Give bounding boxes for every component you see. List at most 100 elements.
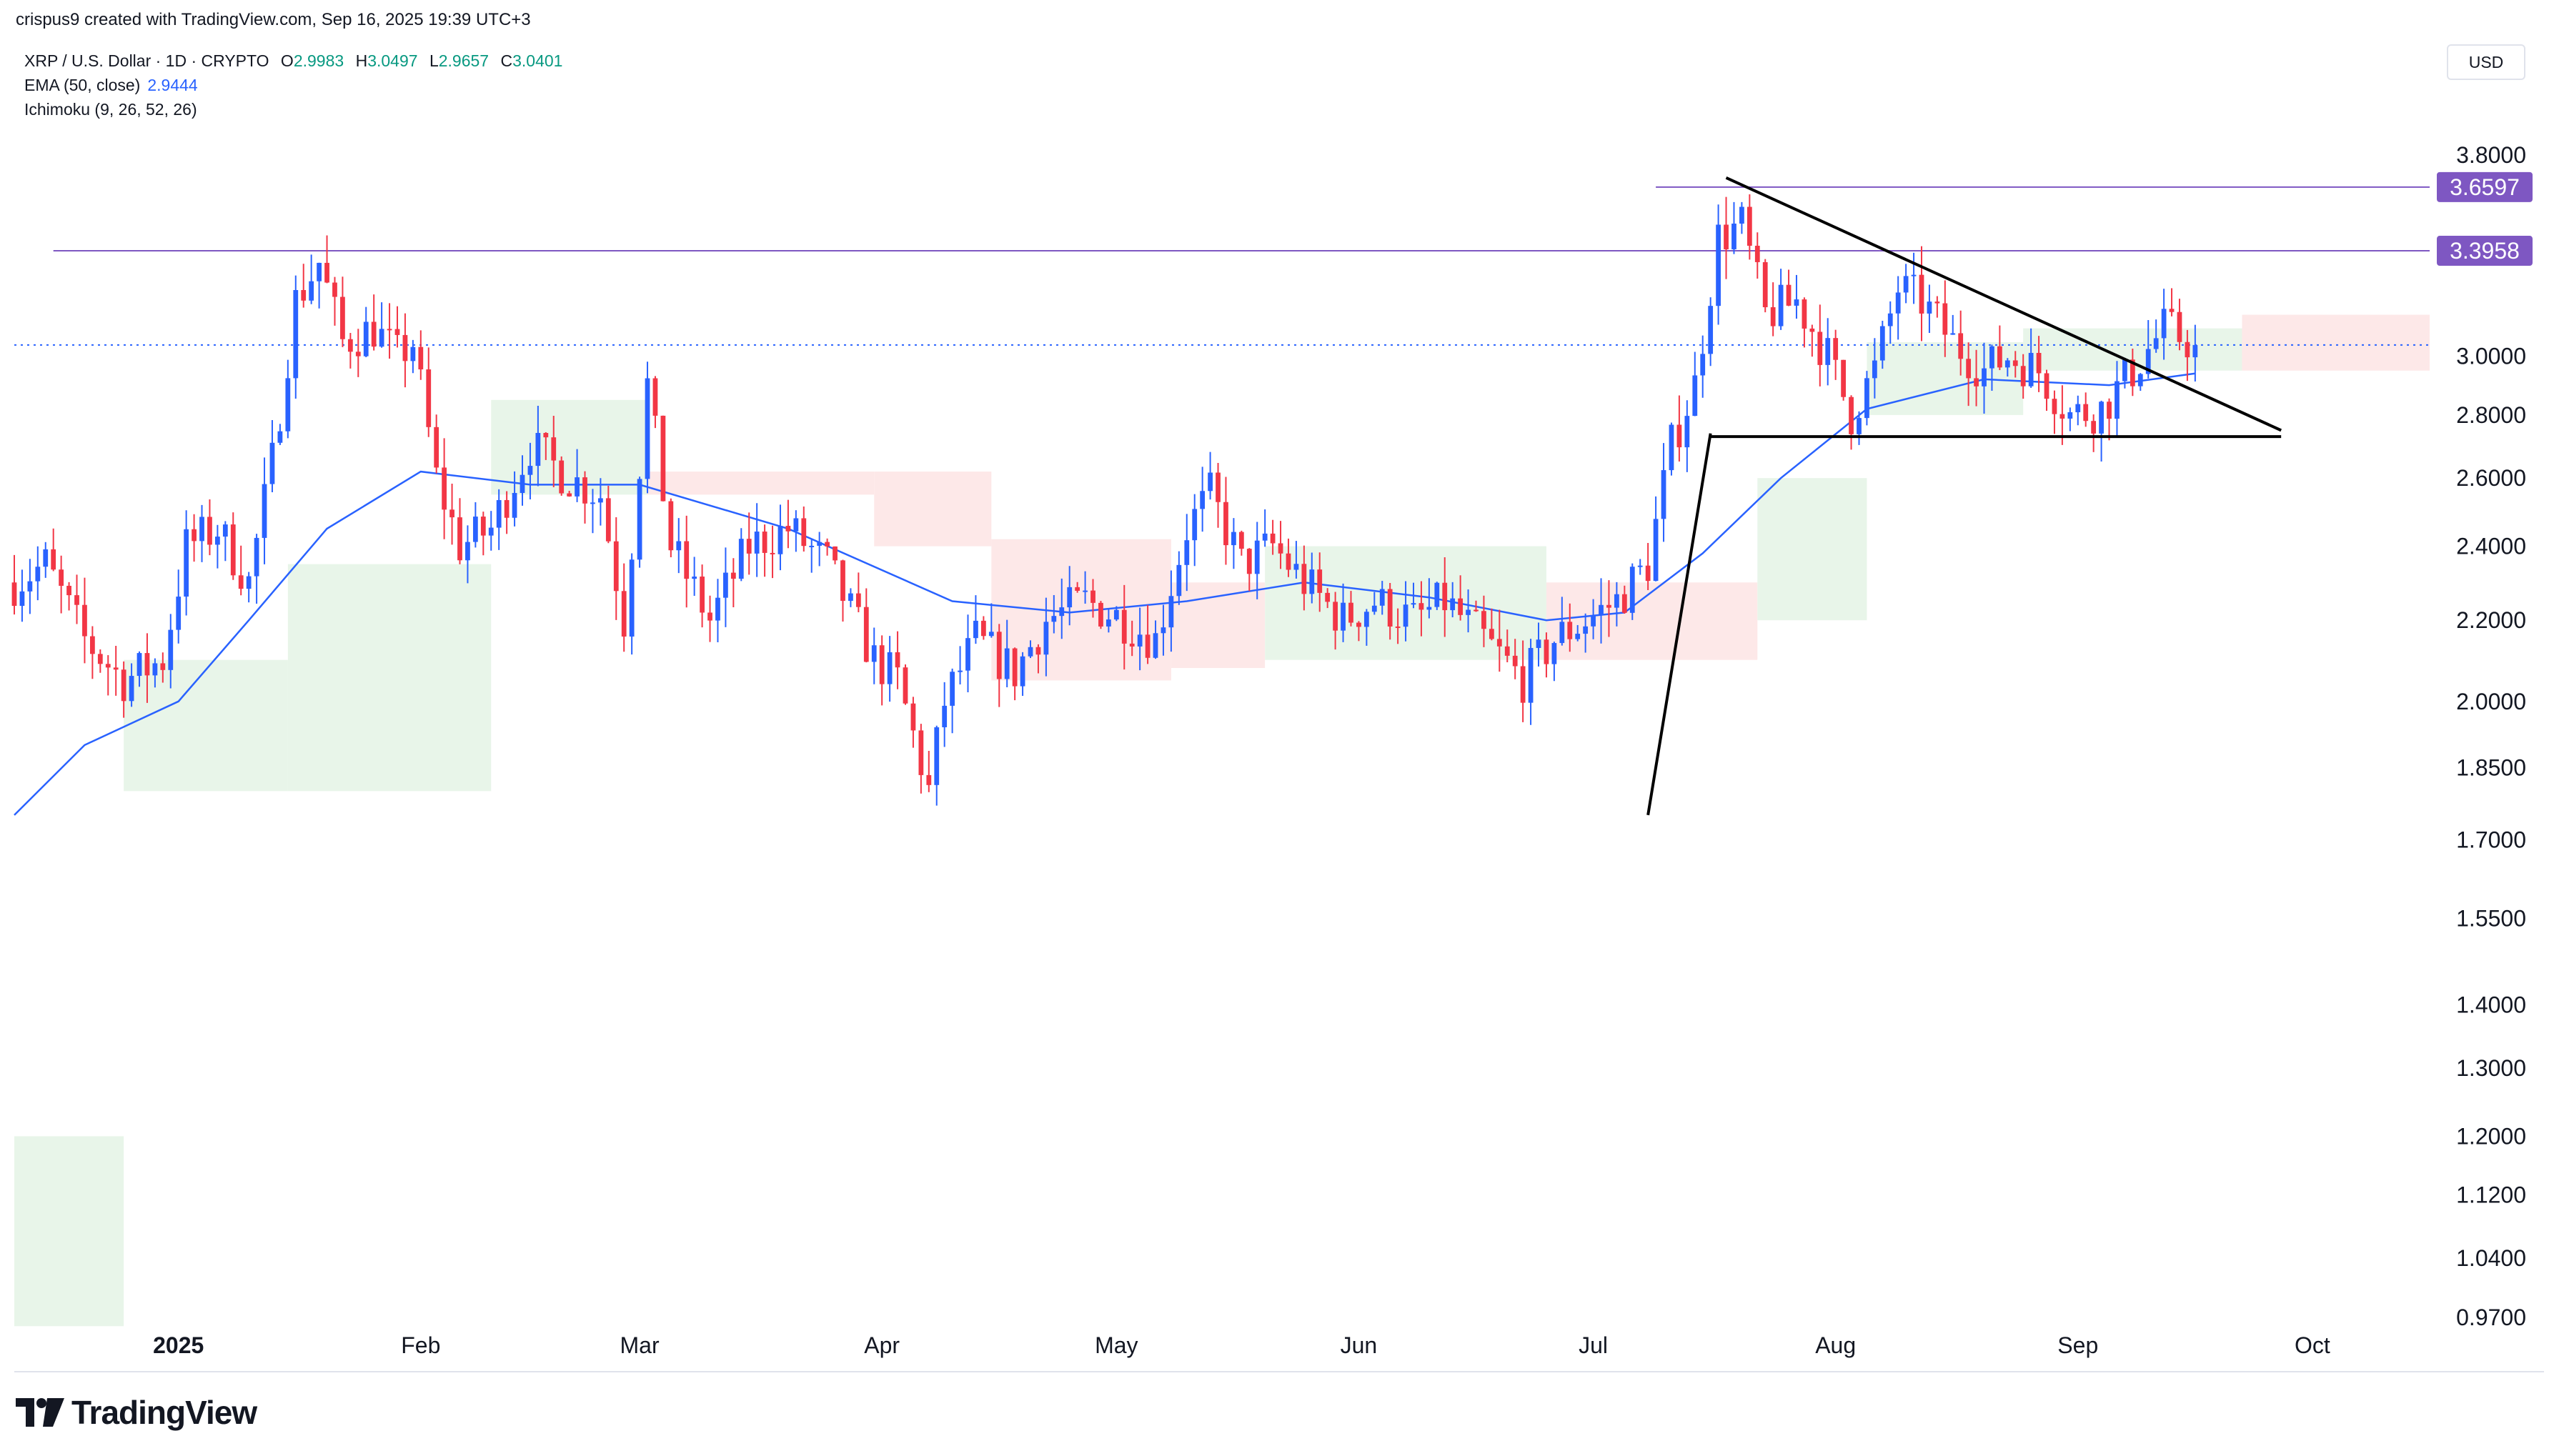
candle-body: [1161, 627, 1166, 634]
candle: [1168, 570, 1174, 652]
price-axis-tick-label: 1.2000: [2456, 1123, 2526, 1149]
candle-body: [1059, 607, 1065, 617]
candle-body: [332, 282, 337, 297]
candle: [1262, 509, 1268, 547]
candle-body: [1864, 378, 1869, 419]
candle: [1341, 583, 1346, 642]
candle-body: [11, 582, 17, 607]
candle: [1450, 582, 1456, 618]
candle-body: [605, 498, 611, 542]
candle-body: [1966, 359, 1972, 379]
candle-body: [1958, 333, 1964, 359]
ema-legend-row[interactable]: EMA (50, close) 2.9444: [24, 73, 562, 97]
symbol-row[interactable]: XRP / U.S. Dollar · 1D · CRYPTO O2.9983 …: [24, 49, 562, 73]
candle: [2153, 319, 2159, 353]
candle: [2052, 390, 2057, 434]
candle-body: [1426, 607, 1432, 610]
candle-body: [1754, 245, 1760, 262]
candle: [1434, 582, 1440, 610]
candle-body: [980, 620, 986, 637]
candle: [605, 486, 611, 544]
candle-body: [355, 351, 361, 356]
candle-body: [1989, 346, 1994, 369]
candle: [35, 546, 41, 601]
candle: [347, 333, 353, 369]
candle: [488, 511, 494, 551]
ichimoku-legend-row[interactable]: Ichimoku (9, 26, 52, 26): [24, 97, 562, 121]
ichimoku-cloud-segment: [1757, 478, 1867, 621]
candle-body: [1153, 633, 1158, 658]
candle-body: [871, 645, 877, 662]
candle: [1809, 324, 1815, 357]
candle: [442, 438, 447, 539]
candle: [2177, 299, 2182, 351]
candle-body: [1559, 622, 1565, 644]
price-level-tag: 3.6597: [2437, 171, 2533, 202]
candle: [527, 442, 533, 500]
candle-body: [1676, 424, 1682, 448]
time-axis-tick-label: May: [1095, 1332, 1138, 1358]
candle-body: [2177, 311, 2182, 342]
candle-body: [590, 502, 595, 504]
candle: [1895, 276, 1901, 340]
price-axis-layer: 3.8000 3.0000 2.8000 2.6000 2.4000 2.2000 2.00…: [2456, 142, 2526, 1330]
candle: [1591, 599, 1596, 639]
candle-body: [597, 498, 603, 503]
price-axis-tick-label: 2.4000: [2456, 534, 2526, 559]
candle-body: [715, 597, 720, 621]
ohlc-close-value: 3.0401: [512, 51, 563, 70]
candle: [1231, 518, 1236, 569]
candle-body: [1746, 206, 1752, 246]
candle: [277, 424, 283, 445]
candle: [871, 627, 877, 684]
candle-body: [1997, 346, 2002, 368]
currency-selector[interactable]: USD: [2447, 44, 2525, 80]
ichimoku-label[interactable]: Ichimoku (9, 26, 52, 26): [24, 100, 197, 119]
price-axis-tick-label: 0.9700: [2456, 1305, 2526, 1330]
candle-body: [2099, 402, 2104, 434]
price-axis-tick-label: 2.6000: [2456, 465, 2526, 491]
candle-body: [1794, 299, 1799, 306]
time-axis-tick-label: Jun: [1341, 1332, 1378, 1358]
candle-body: [559, 460, 565, 494]
candle-body: [1200, 491, 1206, 509]
candle: [1325, 588, 1331, 609]
candle-body: [1911, 274, 1917, 276]
candle-body: [2083, 404, 2089, 422]
candle: [1544, 632, 1549, 678]
chart-attribution: crispus9 created with TradingView.com, S…: [16, 10, 531, 29]
ema-50-line: [14, 372, 2195, 816]
candle-body: [1872, 360, 1877, 379]
ichimoku-cloud-layer: [14, 314, 2430, 1327]
candle-body: [988, 632, 994, 637]
candle: [1121, 584, 1127, 670]
candle-body: [2036, 352, 2042, 374]
candle: [434, 414, 439, 474]
candle: [1474, 600, 1479, 612]
ema-label[interactable]: EMA (50, close): [24, 76, 141, 94]
candle-body: [152, 663, 158, 676]
symbol-title[interactable]: XRP / U.S. Dollar · 1D · CRYPTO: [24, 51, 269, 70]
candle: [1184, 514, 1190, 592]
candle-body: [1974, 378, 1979, 387]
candle: [285, 359, 291, 439]
candle: [371, 294, 377, 351]
price-axis-tick-label: 1.4000: [2456, 992, 2526, 1018]
candle-body: [1411, 603, 1416, 605]
ichimoku-cloud-segment: [874, 472, 992, 547]
candle: [105, 655, 111, 696]
candle-body: [2115, 381, 2120, 419]
candle: [2130, 349, 2135, 397]
candle: [1301, 545, 1307, 611]
candle-body: [340, 296, 345, 339]
tradingview-brand[interactable]: TradingView: [16, 1393, 257, 1432]
ohlc-open-value: 2.9983: [293, 51, 344, 70]
candle-body: [1739, 206, 1744, 224]
candle-body: [379, 329, 384, 347]
candle: [551, 415, 557, 488]
candle-body: [301, 290, 307, 301]
candle-body: [2052, 399, 2057, 414]
candle: [402, 313, 408, 388]
candle-body: [1536, 639, 1541, 648]
